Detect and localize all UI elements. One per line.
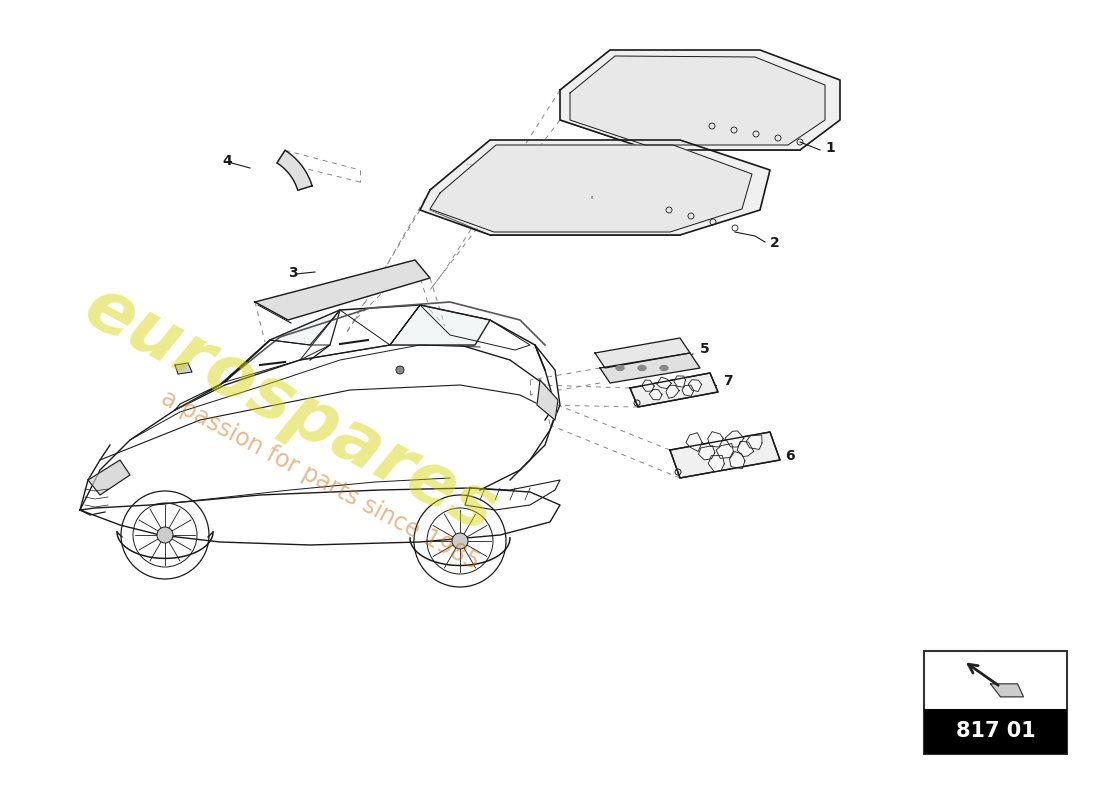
Text: 4: 4 xyxy=(222,154,232,168)
Polygon shape xyxy=(698,446,715,460)
Polygon shape xyxy=(595,338,690,368)
Polygon shape xyxy=(641,380,654,391)
Bar xyxy=(924,651,1067,754)
Polygon shape xyxy=(570,56,825,145)
Polygon shape xyxy=(277,150,312,190)
Text: a passion for parts since 1985: a passion for parts since 1985 xyxy=(156,386,483,574)
Text: 817 01: 817 01 xyxy=(956,721,1035,741)
Circle shape xyxy=(157,527,173,543)
Polygon shape xyxy=(682,385,694,396)
Polygon shape xyxy=(666,386,680,398)
Polygon shape xyxy=(737,442,754,457)
Text: 2: 2 xyxy=(770,236,780,250)
Polygon shape xyxy=(537,380,558,420)
Polygon shape xyxy=(657,377,671,389)
Ellipse shape xyxy=(660,366,668,370)
Text: 3: 3 xyxy=(288,266,298,280)
Polygon shape xyxy=(707,432,723,447)
Polygon shape xyxy=(746,435,762,450)
Polygon shape xyxy=(729,451,745,469)
Ellipse shape xyxy=(616,366,624,370)
Ellipse shape xyxy=(638,366,646,370)
Polygon shape xyxy=(560,50,840,150)
Polygon shape xyxy=(600,353,700,383)
Polygon shape xyxy=(255,260,430,320)
Polygon shape xyxy=(390,305,490,345)
Text: 5: 5 xyxy=(700,342,710,356)
Text: 1: 1 xyxy=(825,141,835,155)
Polygon shape xyxy=(649,390,662,400)
Polygon shape xyxy=(674,376,685,387)
Text: ◦: ◦ xyxy=(590,195,594,201)
Text: 6: 6 xyxy=(785,449,794,463)
Polygon shape xyxy=(175,363,192,374)
Polygon shape xyxy=(430,145,752,232)
Polygon shape xyxy=(708,456,724,472)
Polygon shape xyxy=(175,310,340,410)
Polygon shape xyxy=(88,460,130,495)
Text: eurospares: eurospares xyxy=(73,272,508,548)
Polygon shape xyxy=(716,443,734,458)
Bar xyxy=(924,709,1067,754)
Circle shape xyxy=(452,533,468,549)
Text: 7: 7 xyxy=(723,374,733,388)
Circle shape xyxy=(396,366,404,374)
Polygon shape xyxy=(420,140,770,235)
Polygon shape xyxy=(958,653,986,671)
Polygon shape xyxy=(990,684,1023,697)
Polygon shape xyxy=(670,432,780,478)
Polygon shape xyxy=(689,380,702,391)
Polygon shape xyxy=(630,373,718,407)
Polygon shape xyxy=(725,431,744,447)
Polygon shape xyxy=(686,433,702,451)
